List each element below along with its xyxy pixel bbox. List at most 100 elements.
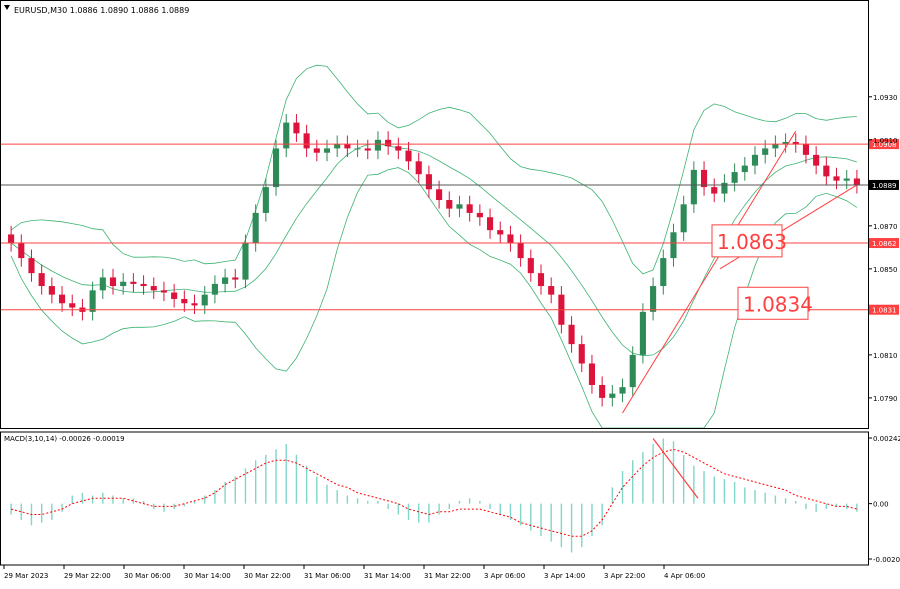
candle-body bbox=[272, 148, 280, 188]
macd-panel: 0.00242 0.00 -0.00204 bbox=[10, 435, 900, 564]
candle-body bbox=[242, 243, 249, 280]
candle-body bbox=[364, 148, 371, 151]
candle-body bbox=[191, 303, 198, 306]
candle-body bbox=[374, 139, 382, 151]
candle-body bbox=[262, 187, 269, 213]
candle-body bbox=[160, 290, 168, 293]
candle-body bbox=[751, 154, 759, 166]
candle-body bbox=[792, 141, 799, 145]
macd-signal-line bbox=[10, 448, 858, 537]
candle-body bbox=[497, 230, 504, 235]
annotation-label: 1.0863 bbox=[717, 230, 787, 254]
level-price-label: 1.0908 bbox=[872, 141, 897, 149]
candle-body bbox=[211, 283, 218, 295]
candle-body bbox=[619, 387, 626, 394]
macd-divergence-line bbox=[652, 438, 699, 499]
candle-body bbox=[609, 393, 616, 398]
candle-body bbox=[599, 384, 606, 398]
candle-body bbox=[38, 273, 45, 287]
current-price-tag bbox=[869, 179, 899, 190]
y-tick-label: 1.0810 bbox=[873, 352, 898, 360]
x-tick-label: 31 Mar 14:00 bbox=[364, 572, 411, 580]
level-price-tag bbox=[869, 238, 899, 249]
candle-body bbox=[650, 286, 657, 312]
candle-body bbox=[456, 204, 463, 209]
candle-body bbox=[578, 344, 585, 364]
y-tick-label: 1.0910 bbox=[873, 137, 898, 145]
candle-body bbox=[721, 182, 728, 194]
macd-label: MACD(3,10,14) -0.00026 -0.00019 bbox=[4, 435, 125, 443]
candle-body bbox=[354, 148, 361, 150]
macd-y-tick-label: -0.00204 bbox=[873, 556, 900, 564]
candle-body bbox=[222, 277, 229, 284]
current-price-label: 1.0889 bbox=[872, 182, 897, 190]
x-tick-label: 3 Apr 06:00 bbox=[484, 572, 525, 580]
candle-body bbox=[537, 273, 545, 287]
candle-body bbox=[813, 154, 820, 166]
candle-body bbox=[252, 212, 259, 244]
candle-body bbox=[201, 294, 208, 306]
candle-body bbox=[18, 243, 25, 259]
candle-body bbox=[405, 150, 412, 162]
level-price-tag bbox=[869, 304, 899, 315]
candle-body bbox=[629, 354, 636, 388]
candle-body bbox=[853, 178, 860, 185]
macd-plot-frame bbox=[0, 431, 869, 566]
candle-body bbox=[140, 283, 147, 287]
candle-body bbox=[548, 286, 555, 295]
candle-body bbox=[150, 286, 157, 291]
level-price-tag bbox=[869, 139, 899, 150]
annotation-box bbox=[711, 224, 783, 258]
candle-body bbox=[823, 165, 830, 177]
candle-body bbox=[446, 200, 453, 209]
candle-body bbox=[782, 141, 789, 145]
x-tick-label: 30 Mar 06:00 bbox=[124, 572, 171, 580]
candle-body bbox=[741, 165, 748, 173]
candle-body bbox=[711, 187, 718, 194]
candle-body bbox=[334, 144, 341, 149]
candle-body bbox=[130, 281, 137, 284]
candle-body bbox=[639, 311, 646, 355]
y-tick-label: 1.0790 bbox=[873, 395, 898, 403]
candle-body bbox=[476, 212, 483, 218]
candle-body bbox=[48, 286, 55, 295]
candlesticks bbox=[8, 113, 860, 407]
symbol-dropdown-icon[interactable] bbox=[4, 5, 10, 10]
candle-body bbox=[568, 324, 575, 345]
candle-body bbox=[466, 204, 473, 213]
x-tick-label: 3 Apr 14:00 bbox=[544, 572, 585, 580]
candle-body bbox=[344, 144, 351, 149]
candle-body bbox=[323, 148, 331, 153]
candle-body bbox=[283, 122, 290, 149]
candle-body bbox=[731, 172, 738, 183]
candle-body bbox=[527, 258, 534, 274]
candle-body bbox=[293, 122, 300, 134]
candle-body bbox=[802, 144, 810, 155]
candle-body bbox=[109, 277, 117, 287]
candle-body bbox=[395, 146, 402, 151]
x-tick-label: 4 Apr 06:00 bbox=[664, 572, 705, 580]
candle-body bbox=[120, 281, 127, 287]
candle-body bbox=[700, 169, 708, 188]
candle-body bbox=[89, 290, 96, 312]
x-tick-label: 29 Mar 2023 bbox=[4, 572, 48, 580]
candle-body bbox=[313, 148, 320, 153]
candle-body bbox=[588, 363, 596, 385]
candle-body bbox=[181, 298, 188, 304]
candle-body bbox=[772, 144, 779, 149]
candle-body bbox=[58, 294, 66, 304]
candle-body bbox=[171, 292, 178, 299]
candle-body bbox=[303, 133, 310, 149]
annotation-label: 1.0834 bbox=[743, 292, 813, 316]
x-tick-label: 31 Mar 06:00 bbox=[304, 572, 351, 580]
y-tick-label: 1.0930 bbox=[873, 94, 898, 102]
candle-body bbox=[415, 161, 422, 175]
annotation-box bbox=[737, 286, 809, 320]
macd-y-tick-label: 0.00 bbox=[873, 501, 889, 509]
candle-body bbox=[833, 176, 840, 181]
candle-body bbox=[436, 189, 443, 201]
y-tick-label: 1.0870 bbox=[873, 223, 898, 231]
